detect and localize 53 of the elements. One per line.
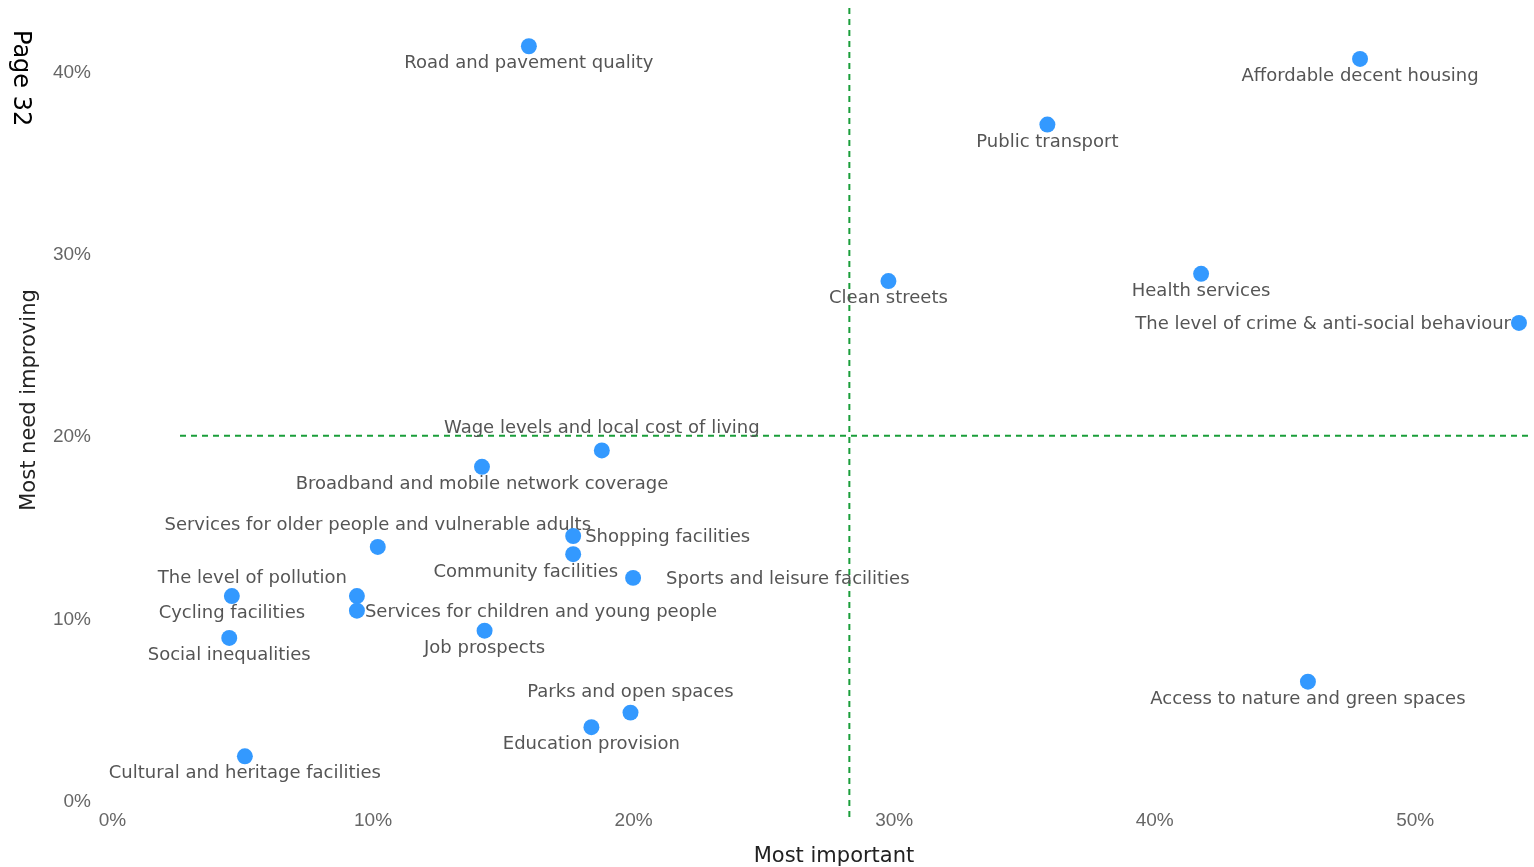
point <box>1299 673 1316 690</box>
y-tick-label: 20% <box>52 425 92 447</box>
point <box>880 273 897 290</box>
y-tick-label: 0% <box>63 789 92 811</box>
annotation: Parks and open spaces <box>527 679 734 701</box>
annotation: Wage levels and local cost of living <box>443 416 760 438</box>
annotation: Broadband and mobile network coverage <box>295 471 669 493</box>
y-tick-label: 40% <box>52 61 92 83</box>
text: Page 32 <box>8 30 36 127</box>
point <box>476 622 493 639</box>
point <box>593 442 610 459</box>
annotation: Affordable decent housing <box>1241 63 1479 85</box>
annotation: Cycling facilities <box>158 601 306 623</box>
x-tick-label: 30% <box>875 809 914 831</box>
annotation: Community facilities <box>433 560 619 582</box>
point <box>565 546 582 563</box>
annotation: Health services <box>1131 278 1271 300</box>
x-tick-label: 50% <box>1396 809 1435 831</box>
annotation: Services for children and young people <box>364 599 718 621</box>
x-tick-label: 0% <box>98 809 127 831</box>
point <box>348 602 365 619</box>
annotation: Cultural and heritage facilities <box>108 761 381 783</box>
point <box>1193 265 1210 282</box>
x-tick-label: 10% <box>354 809 393 831</box>
y-tick-label: 30% <box>52 243 92 265</box>
annotation: Access to nature and green spaces <box>1150 686 1466 708</box>
x-tick-label: 40% <box>1135 809 1174 831</box>
point <box>520 38 537 55</box>
annotation: Education provision <box>502 732 681 754</box>
annotation: The level of crime & anti-social behaviour <box>1134 311 1512 333</box>
point <box>1039 116 1056 133</box>
point <box>474 458 490 475</box>
point <box>369 538 386 555</box>
annotation: The level of pollution <box>156 566 347 588</box>
x-axis-title: Most important <box>753 843 915 867</box>
annotation: Clean streets <box>829 286 948 308</box>
point <box>223 588 240 605</box>
y-axis-title: Most need improving <box>16 289 40 511</box>
annotation: Sports and leisure facilities <box>666 566 910 588</box>
x-tick-label: 20% <box>614 809 653 831</box>
annotation: Road and pavement quality <box>404 51 654 73</box>
annotation: Social inequalities <box>147 642 311 664</box>
annotation: Public transport <box>976 129 1119 151</box>
point <box>622 704 639 721</box>
annotation: Job prospects <box>423 635 546 657</box>
point <box>1510 315 1527 331</box>
point <box>583 719 600 736</box>
point <box>236 748 253 765</box>
y-tick-label: 10% <box>52 607 92 629</box>
point <box>348 588 365 605</box>
point <box>221 630 238 646</box>
point <box>625 569 642 586</box>
point <box>1352 51 1369 67</box>
